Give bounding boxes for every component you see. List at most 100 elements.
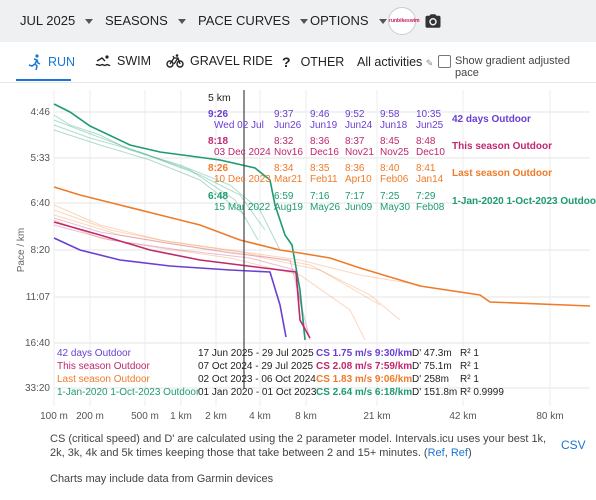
seasons-dropdown[interactable]: SEASONS	[105, 13, 186, 28]
tooltip-pace: 7:17	[345, 191, 365, 202]
x-tick-label: 1 km	[170, 411, 192, 422]
tooltip-pace: 8:32	[274, 136, 294, 147]
tooltip-date: Nov25	[380, 147, 409, 158]
csv-download-link[interactable]: CSV	[561, 438, 586, 452]
tab-run[interactable]: RUN	[28, 54, 75, 70]
tooltip-date: Jun09	[345, 202, 373, 213]
chart-grid	[53, 90, 590, 406]
chevron-down-icon	[177, 19, 186, 25]
tooltip-pace: 8:41	[416, 163, 436, 174]
tooltip-date: Jun24	[345, 120, 373, 131]
tooltip-series-name: 42 days Outdoor	[452, 114, 531, 125]
tooltip-date: Jun18	[380, 120, 408, 131]
pace-curve-chart[interactable]: 4:46 5:33 6:40 8:20 11:07 16:40 33:20 100 m 200…	[0, 90, 596, 422]
tooltip-date: Jun19	[310, 120, 338, 131]
curve-pink-faint	[53, 217, 311, 341]
legend-date-range: 07 Oct 2024 - 29 Jul 2025	[198, 361, 314, 372]
runner-icon	[28, 54, 41, 70]
x-tick-label: 100 m	[40, 411, 68, 422]
legend-dprime: D' 75.1m	[412, 361, 452, 372]
curve-green-faint	[53, 114, 281, 251]
month-dropdown[interactable]: JUL 2025	[20, 13, 94, 28]
cs-explanation-text: CS (critical speed) and D' are calculate…	[50, 433, 547, 459]
legend-date-range: 02 Oct 2023 - 06 Oct 2024	[198, 374, 316, 385]
tab-other[interactable]: ? OTHER	[282, 54, 344, 70]
legend-dprime: D' 151.8m	[412, 387, 457, 398]
y-axis-label: Pace / km	[16, 228, 27, 272]
tab-swim[interactable]: SWIM	[95, 54, 151, 68]
tab-swim-label: SWIM	[117, 54, 152, 68]
activity-filter-label: All activities	[357, 55, 423, 69]
x-tick-label: 80 km	[536, 411, 563, 422]
curve-orange-faint	[53, 209, 401, 321]
tooltip-pace: 8:36	[345, 163, 365, 174]
camera-icon[interactable]	[424, 12, 442, 30]
tooltip-series-name: This season Outdoor	[452, 141, 552, 152]
tooltip-date: Dec10	[416, 147, 445, 158]
legend-r2: R² 1	[460, 374, 479, 385]
legend-cs: CS 2.08 m/s 7:59/km	[316, 361, 412, 372]
legend-dprime: D' 258m	[412, 374, 449, 385]
gradient-adjusted-checkbox[interactable]	[438, 55, 451, 68]
tooltip-date: Nov16	[274, 147, 303, 158]
curve-green-main	[53, 103, 306, 341]
y-axis-ticks: 4:46 5:33 6:40 8:20 11:07 16:40 33:20	[25, 107, 50, 394]
y-tick-label: 6:40	[31, 198, 51, 209]
ref-link-1[interactable]: Ref	[427, 447, 445, 459]
tooltip-date: Nov21	[345, 147, 374, 158]
tooltip-best-pace: 9:26	[208, 109, 228, 120]
legend-cs: CS 2.64 m/s 6:18/km	[316, 387, 412, 398]
curve-orange-faint	[53, 204, 421, 286]
legend-r2: R² 1	[460, 348, 479, 359]
pace-curves-label: PACE CURVES	[198, 13, 290, 28]
y-tick-label: 8:20	[31, 245, 51, 256]
tooltip-date: Feb08	[416, 202, 445, 213]
tooltip-pace: 8:35	[310, 163, 330, 174]
tooltip-best-date: 15 Mar 2022	[214, 202, 271, 213]
x-tick-label: 200 m	[76, 411, 104, 422]
pencil-icon: ✎	[425, 58, 434, 68]
tooltip-pace: 10:35	[416, 109, 441, 120]
legend-series-name: Last season Outdoor	[57, 374, 151, 385]
tooltip-date: Apr10	[345, 174, 372, 185]
user-avatar-logo[interactable]: runbikeswim	[388, 7, 420, 35]
tooltip-pace: 6:59	[274, 191, 294, 202]
tooltip-pace: 9:58	[380, 109, 400, 120]
options-dropdown[interactable]: OPTIONS	[310, 13, 387, 28]
y-tick-label: 4:46	[31, 107, 51, 118]
tab-gravel-ride[interactable]: GRAVEL RIDE	[166, 54, 273, 68]
tooltip-pace: 7:29	[416, 191, 436, 202]
tooltip-pace: 7:25	[380, 191, 400, 202]
legend-date-range: 17 Jun 2025 - 29 Jul 2025	[198, 348, 314, 359]
ref-link-2[interactable]: Ref	[450, 447, 468, 459]
tooltip-date: Jun25	[416, 120, 444, 131]
tooltip-best-pace: 8:18	[208, 136, 228, 147]
seasons-label: SEASONS	[105, 13, 168, 28]
tab-other-label: OTHER	[300, 55, 345, 69]
options-label: OPTIONS	[310, 13, 369, 28]
legend-cs: CS 1.83 m/s 9:06/km	[316, 374, 412, 385]
tooltip-pace: 8:36	[310, 136, 330, 147]
activity-filter-dropdown[interactable]: All activities ✎	[357, 55, 433, 69]
curve-orange-main	[53, 186, 591, 307]
tooltip-pace: 8:48	[416, 136, 436, 147]
cs-explanation: CS (critical speed) and D' are calculate…	[50, 432, 550, 460]
tooltip-best-date: Wed 02 Jul	[214, 120, 264, 131]
legend-series-name: 1-Jan-2020 1-Oct-2023 Outdoor	[57, 387, 200, 398]
chart-curves	[53, 103, 591, 341]
curve-green-faint	[53, 129, 246, 216]
top-toolbar: JUL 2025 SEASONS PACE CURVES OPTIONS run…	[0, 0, 596, 42]
tooltip-pace: 8:40	[380, 163, 400, 174]
tooltip-date: Feb11	[310, 174, 338, 185]
x-tick-label: 21 km	[363, 411, 390, 422]
tooltip-date: Jan14	[416, 174, 444, 185]
tooltip-series-name: Last season Outdoor	[452, 168, 552, 179]
pace-curves-dropdown[interactable]: PACE CURVES	[198, 13, 308, 28]
tooltip-series-name: 1-Jan-2020 1-Oct-2023 Outdoor	[452, 196, 596, 207]
x-tick-label: 42 km	[449, 411, 476, 422]
tooltip-date: May30	[380, 202, 410, 213]
swimmer-icon	[95, 55, 111, 67]
active-tab-indicator	[16, 79, 71, 81]
tooltip-date: Feb06	[380, 174, 409, 185]
